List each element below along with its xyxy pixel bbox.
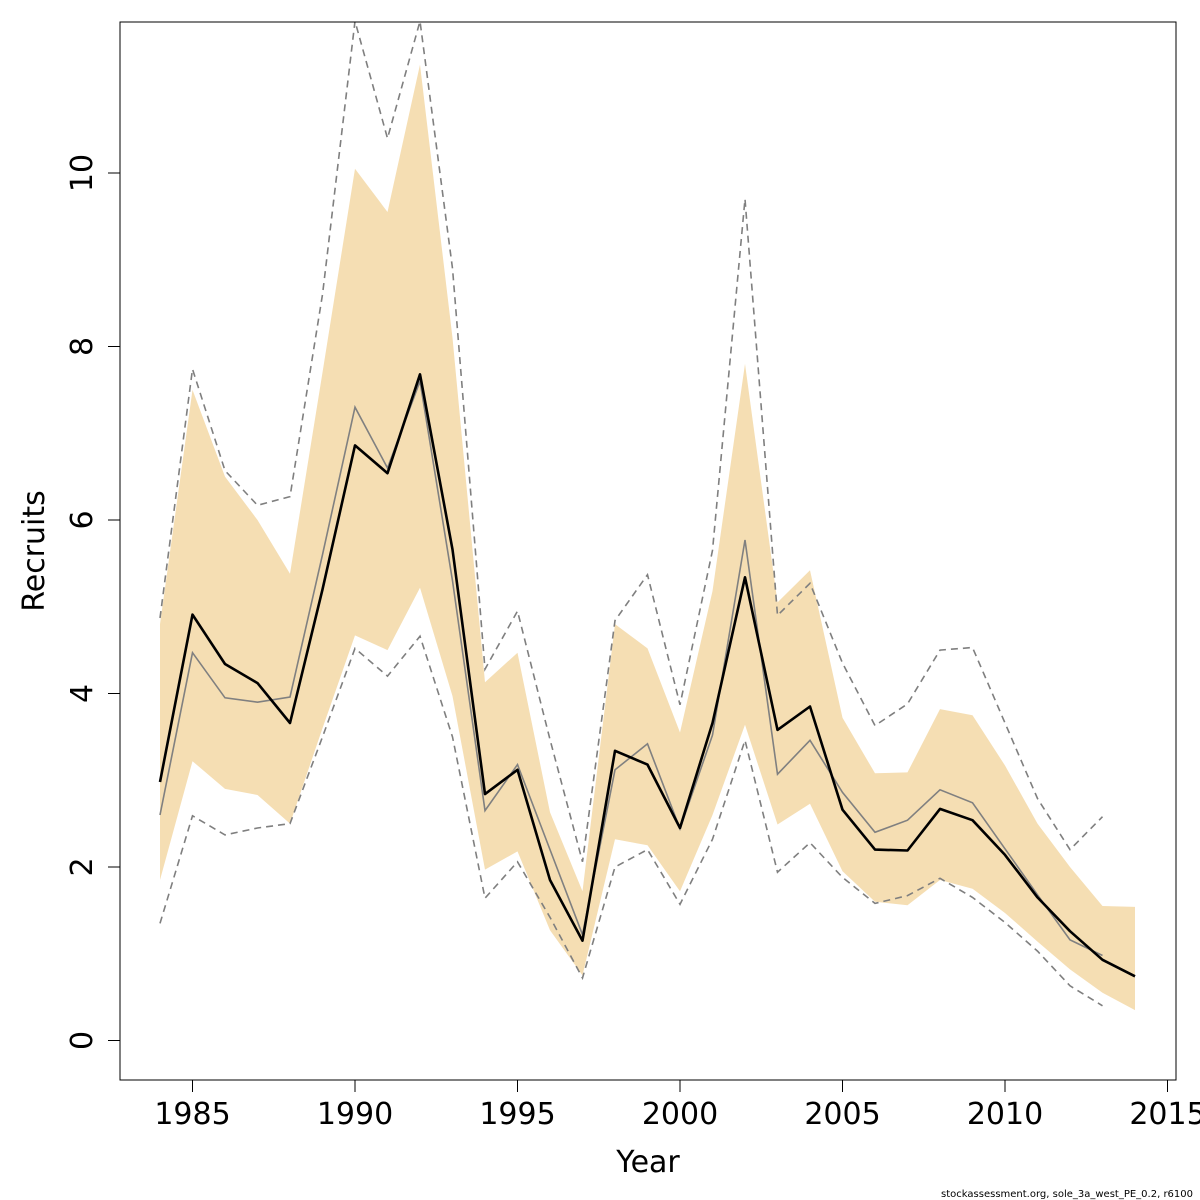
x-tick-label: 2000 (642, 1097, 718, 1132)
upper-bound-dashed-line (159, 22, 1104, 863)
credit-text: stockassessment.org, sole_3a_west_PE_0.2… (941, 1189, 1193, 1200)
x-tick-label: 2015 (1129, 1097, 1200, 1132)
y-tick-label: 2 (65, 857, 100, 876)
x-axis-title: Year (615, 1145, 680, 1180)
x-axis: 1985 1990 1995 2000 2005 2010 2015 (154, 1079, 1200, 1132)
x-tick-label: 1985 (154, 1097, 230, 1132)
y-axis: 0 2 4 6 8 10 (65, 154, 121, 1050)
x-tick-label: 1990 (317, 1097, 393, 1132)
y-tick-label: 0 (65, 1031, 100, 1050)
y-tick-label: 4 (65, 684, 100, 703)
x-tick-label: 2010 (967, 1097, 1043, 1132)
y-tick-label: 6 (65, 510, 100, 529)
confidence-band (160, 64, 1135, 1011)
x-tick-label: 1995 (479, 1097, 555, 1132)
y-tick-label: 10 (65, 154, 100, 192)
y-axis-title: Recruits (17, 490, 52, 612)
recruits-estimate-line (158, 373, 1136, 978)
lower-bound-dashed-line (159, 634, 1103, 1007)
plot-area (158, 22, 1136, 1011)
x-tick-label: 2005 (804, 1097, 880, 1132)
y-tick-label: 8 (65, 337, 100, 356)
